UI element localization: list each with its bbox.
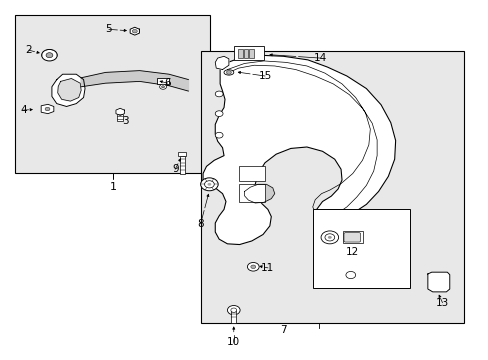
Text: 13: 13: [435, 298, 448, 308]
Text: 4: 4: [20, 105, 27, 115]
Bar: [178, 152, 185, 156]
Circle shape: [132, 30, 137, 33]
Bar: [238, 184, 265, 202]
Bar: [179, 156, 184, 174]
Circle shape: [45, 107, 50, 111]
Text: 10: 10: [227, 337, 240, 347]
Bar: [117, 112, 123, 121]
Bar: [15, 15, 210, 173]
Bar: [243, 49, 248, 58]
Circle shape: [204, 181, 214, 188]
Circle shape: [215, 111, 223, 117]
Polygon shape: [116, 108, 124, 116]
Circle shape: [325, 234, 334, 241]
Text: 14: 14: [313, 53, 326, 63]
Circle shape: [215, 132, 223, 138]
Circle shape: [327, 236, 331, 239]
Bar: [342, 231, 362, 243]
Circle shape: [247, 262, 259, 271]
Text: 2: 2: [25, 45, 32, 55]
Circle shape: [41, 49, 57, 61]
Text: 7: 7: [280, 325, 286, 334]
Polygon shape: [41, 104, 54, 114]
Circle shape: [215, 91, 223, 97]
Circle shape: [159, 84, 166, 89]
Circle shape: [345, 271, 355, 279]
Bar: [238, 166, 265, 181]
Polygon shape: [244, 184, 274, 203]
FancyBboxPatch shape: [343, 233, 360, 242]
Polygon shape: [58, 78, 81, 101]
Bar: [237, 49, 242, 58]
Polygon shape: [203, 55, 395, 244]
Circle shape: [200, 178, 218, 191]
Circle shape: [230, 308, 236, 312]
Text: 3: 3: [122, 116, 128, 126]
Ellipse shape: [224, 70, 233, 75]
Circle shape: [226, 71, 231, 74]
Bar: [231, 310, 236, 323]
Polygon shape: [130, 27, 139, 35]
Circle shape: [250, 265, 255, 269]
Text: 15: 15: [258, 71, 271, 81]
Bar: [233, 46, 264, 60]
Circle shape: [46, 53, 53, 58]
Text: 11: 11: [261, 263, 274, 273]
Text: 5: 5: [105, 24, 112, 35]
Polygon shape: [427, 272, 449, 292]
Polygon shape: [81, 71, 188, 91]
Text: 8: 8: [197, 219, 203, 229]
Polygon shape: [52, 74, 85, 107]
Bar: [157, 78, 169, 84]
Circle shape: [321, 231, 338, 244]
Text: 6: 6: [164, 78, 170, 88]
Text: 1: 1: [109, 182, 116, 192]
Circle shape: [227, 306, 240, 315]
Bar: [200, 51, 463, 323]
Text: 9: 9: [172, 164, 178, 174]
Bar: [312, 209, 409, 288]
Circle shape: [207, 183, 211, 186]
Circle shape: [161, 86, 164, 88]
Text: 12: 12: [346, 247, 359, 257]
Bar: [249, 49, 254, 58]
Polygon shape: [215, 56, 228, 69]
